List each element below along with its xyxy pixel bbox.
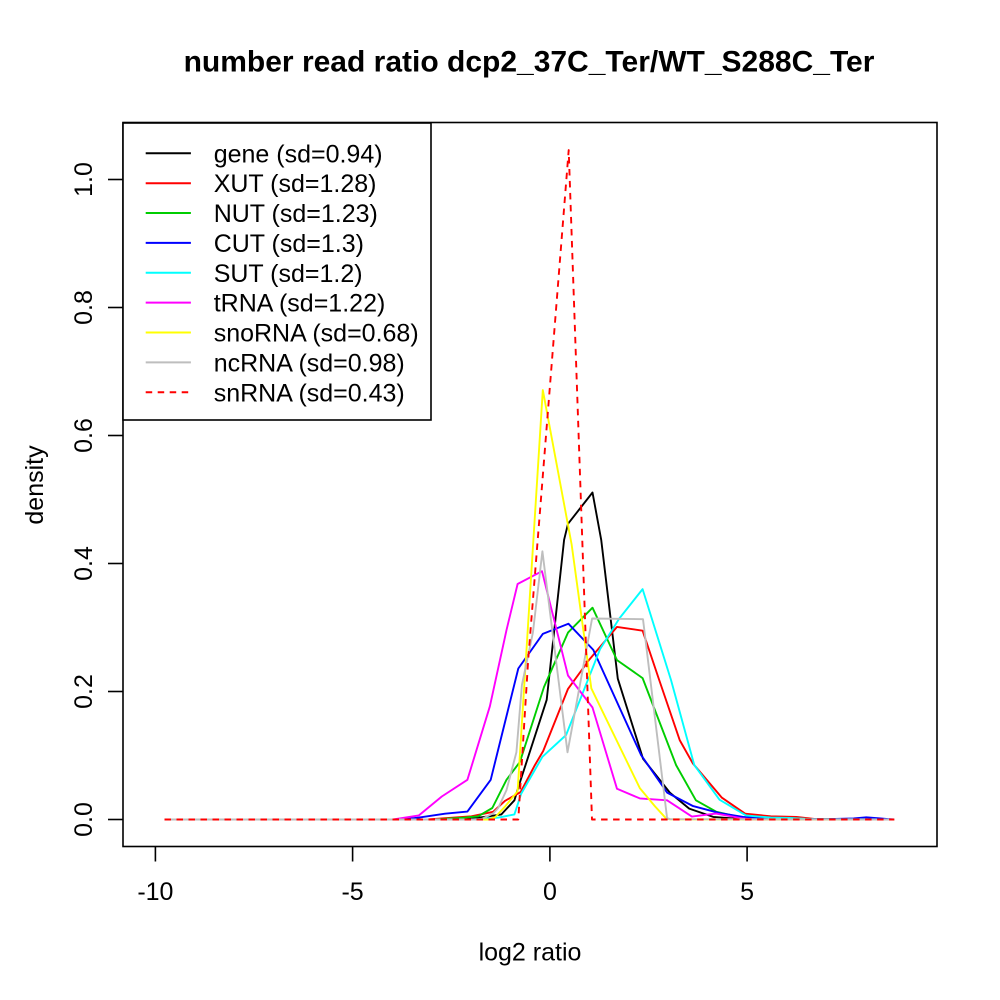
svg-text:density: density — [21, 445, 49, 525]
svg-text:0.2: 0.2 — [70, 674, 98, 709]
svg-text:gene (sd=0.94): gene (sd=0.94) — [214, 140, 383, 168]
svg-text:number read ratio dcp2_37C_Ter: number read ratio dcp2_37C_Ter/WT_S288C_… — [184, 46, 875, 79]
svg-text:0.4: 0.4 — [70, 546, 98, 581]
svg-text:0.8: 0.8 — [70, 290, 98, 325]
svg-text:5: 5 — [740, 878, 754, 906]
svg-text:SUT (sd=1.2): SUT (sd=1.2) — [214, 260, 363, 288]
svg-text:ncRNA (sd=0.98): ncRNA (sd=0.98) — [214, 349, 405, 377]
svg-text:XUT (sd=1.28): XUT (sd=1.28) — [214, 170, 377, 198]
svg-text:0: 0 — [543, 878, 557, 906]
svg-text:log2 ratio: log2 ratio — [479, 939, 582, 967]
svg-text:NUT (sd=1.23): NUT (sd=1.23) — [214, 200, 378, 228]
svg-text:-5: -5 — [341, 878, 363, 906]
svg-text:0.0: 0.0 — [70, 802, 98, 837]
svg-text:0.6: 0.6 — [70, 418, 98, 453]
svg-text:tRNA (sd=1.22): tRNA (sd=1.22) — [214, 290, 386, 318]
svg-text:snoRNA (sd=0.68): snoRNA (sd=0.68) — [214, 320, 419, 348]
svg-text:CUT (sd=1.3): CUT (sd=1.3) — [214, 230, 364, 258]
svg-text:-10: -10 — [137, 878, 173, 906]
svg-text:snRNA (sd=0.43): snRNA (sd=0.43) — [214, 379, 405, 407]
svg-text:1.0: 1.0 — [70, 162, 98, 197]
